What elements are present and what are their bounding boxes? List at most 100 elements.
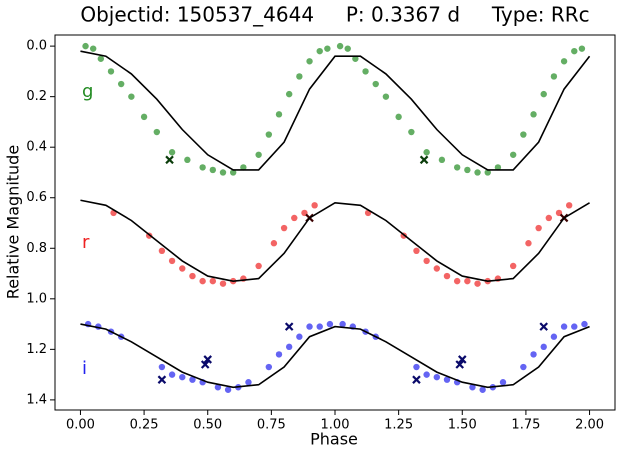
y-tick-label: 1.2 <box>26 342 47 357</box>
cross-stroke <box>539 322 549 331</box>
data-point <box>280 224 288 232</box>
data-point <box>311 202 318 209</box>
y-tick-label: 0.0 <box>26 39 47 54</box>
data-point <box>326 320 334 328</box>
data-point <box>168 371 176 378</box>
y-tick-label: 0.8 <box>26 241 47 256</box>
data-point <box>433 373 441 381</box>
x-tick-label: 0.50 <box>193 418 222 433</box>
x-tick-label: 1.00 <box>321 418 350 433</box>
x-tick-label: 0.75 <box>257 418 286 433</box>
data-point <box>117 80 125 88</box>
data-point <box>229 169 237 176</box>
outlier-marker <box>539 322 549 331</box>
band-label: g <box>82 81 93 102</box>
x-tick-label: 1.75 <box>511 418 540 433</box>
data-point <box>316 323 323 330</box>
data-point <box>82 42 89 50</box>
outlier-marker <box>203 355 213 364</box>
data-point <box>433 265 441 272</box>
y-tick-label: 0.6 <box>26 190 47 205</box>
data-point <box>140 113 148 121</box>
data-point <box>344 45 351 52</box>
y-tick-label: 0.4 <box>26 140 47 155</box>
band-label: r <box>82 232 90 253</box>
data-point <box>395 113 402 121</box>
data-point <box>382 93 390 100</box>
data-point <box>474 280 481 287</box>
data-point <box>270 240 278 247</box>
data-point <box>306 58 313 65</box>
data-point <box>453 277 461 285</box>
data-point <box>209 166 217 174</box>
data-point <box>296 73 303 80</box>
data-point <box>214 384 222 391</box>
data-point <box>219 280 227 287</box>
data-point <box>443 272 451 280</box>
data-point <box>189 272 196 280</box>
outlier-marker <box>284 322 294 331</box>
data-point <box>291 214 298 222</box>
data-point <box>285 343 293 351</box>
data-point <box>578 45 586 52</box>
x-tick-label: 0.25 <box>130 418 159 433</box>
data-point <box>275 111 283 118</box>
data-point <box>443 376 451 383</box>
data-point <box>240 164 247 171</box>
data-point <box>168 149 176 156</box>
cross-stroke <box>284 322 294 331</box>
band-label: i <box>82 358 87 379</box>
outlier-marker <box>157 375 167 384</box>
data-point <box>179 373 186 381</box>
data-point <box>464 166 471 174</box>
x-tick-label: 1.25 <box>384 418 413 433</box>
data-point <box>153 128 161 136</box>
data-point <box>245 379 252 386</box>
data-point <box>474 169 481 176</box>
y-tick-label: 0.2 <box>26 89 47 104</box>
data-point <box>479 386 486 393</box>
outlier-marker <box>412 375 421 384</box>
data-point <box>89 45 97 52</box>
data-point <box>509 151 517 158</box>
data-point <box>571 47 578 55</box>
data-point <box>199 277 206 285</box>
data-point <box>453 164 461 171</box>
cross-stroke <box>165 155 174 165</box>
y-tick-label: 1.0 <box>26 291 47 306</box>
outlier-marker <box>165 155 174 165</box>
data-point <box>520 363 527 371</box>
data-point <box>560 58 568 65</box>
data-point <box>306 323 313 330</box>
x-tick-label: 2.00 <box>575 418 604 433</box>
data-point <box>97 55 105 62</box>
data-point <box>469 384 476 391</box>
x-tick-label: 0.00 <box>66 418 95 433</box>
data-point <box>520 131 527 138</box>
data-point <box>199 164 206 171</box>
data-point <box>540 90 547 98</box>
data-point <box>168 257 176 265</box>
model-curve <box>80 323 590 389</box>
data-point <box>219 169 227 176</box>
cross-stroke <box>157 375 167 384</box>
cross-stroke <box>455 360 465 369</box>
data-point <box>372 80 379 88</box>
data-point <box>209 277 217 285</box>
data-point <box>107 68 115 75</box>
data-point <box>316 47 323 55</box>
data-point <box>275 351 283 358</box>
data-point <box>265 131 273 138</box>
data-point <box>128 93 135 100</box>
data-point <box>509 262 517 270</box>
data-point <box>339 320 346 328</box>
data-point <box>189 376 196 383</box>
data-point <box>423 149 430 156</box>
data-point <box>184 156 191 164</box>
y-axis-label: Relative Magnitude <box>4 145 23 299</box>
cross-stroke <box>419 155 429 165</box>
data-point <box>285 90 293 98</box>
outlier-marker <box>455 360 465 369</box>
